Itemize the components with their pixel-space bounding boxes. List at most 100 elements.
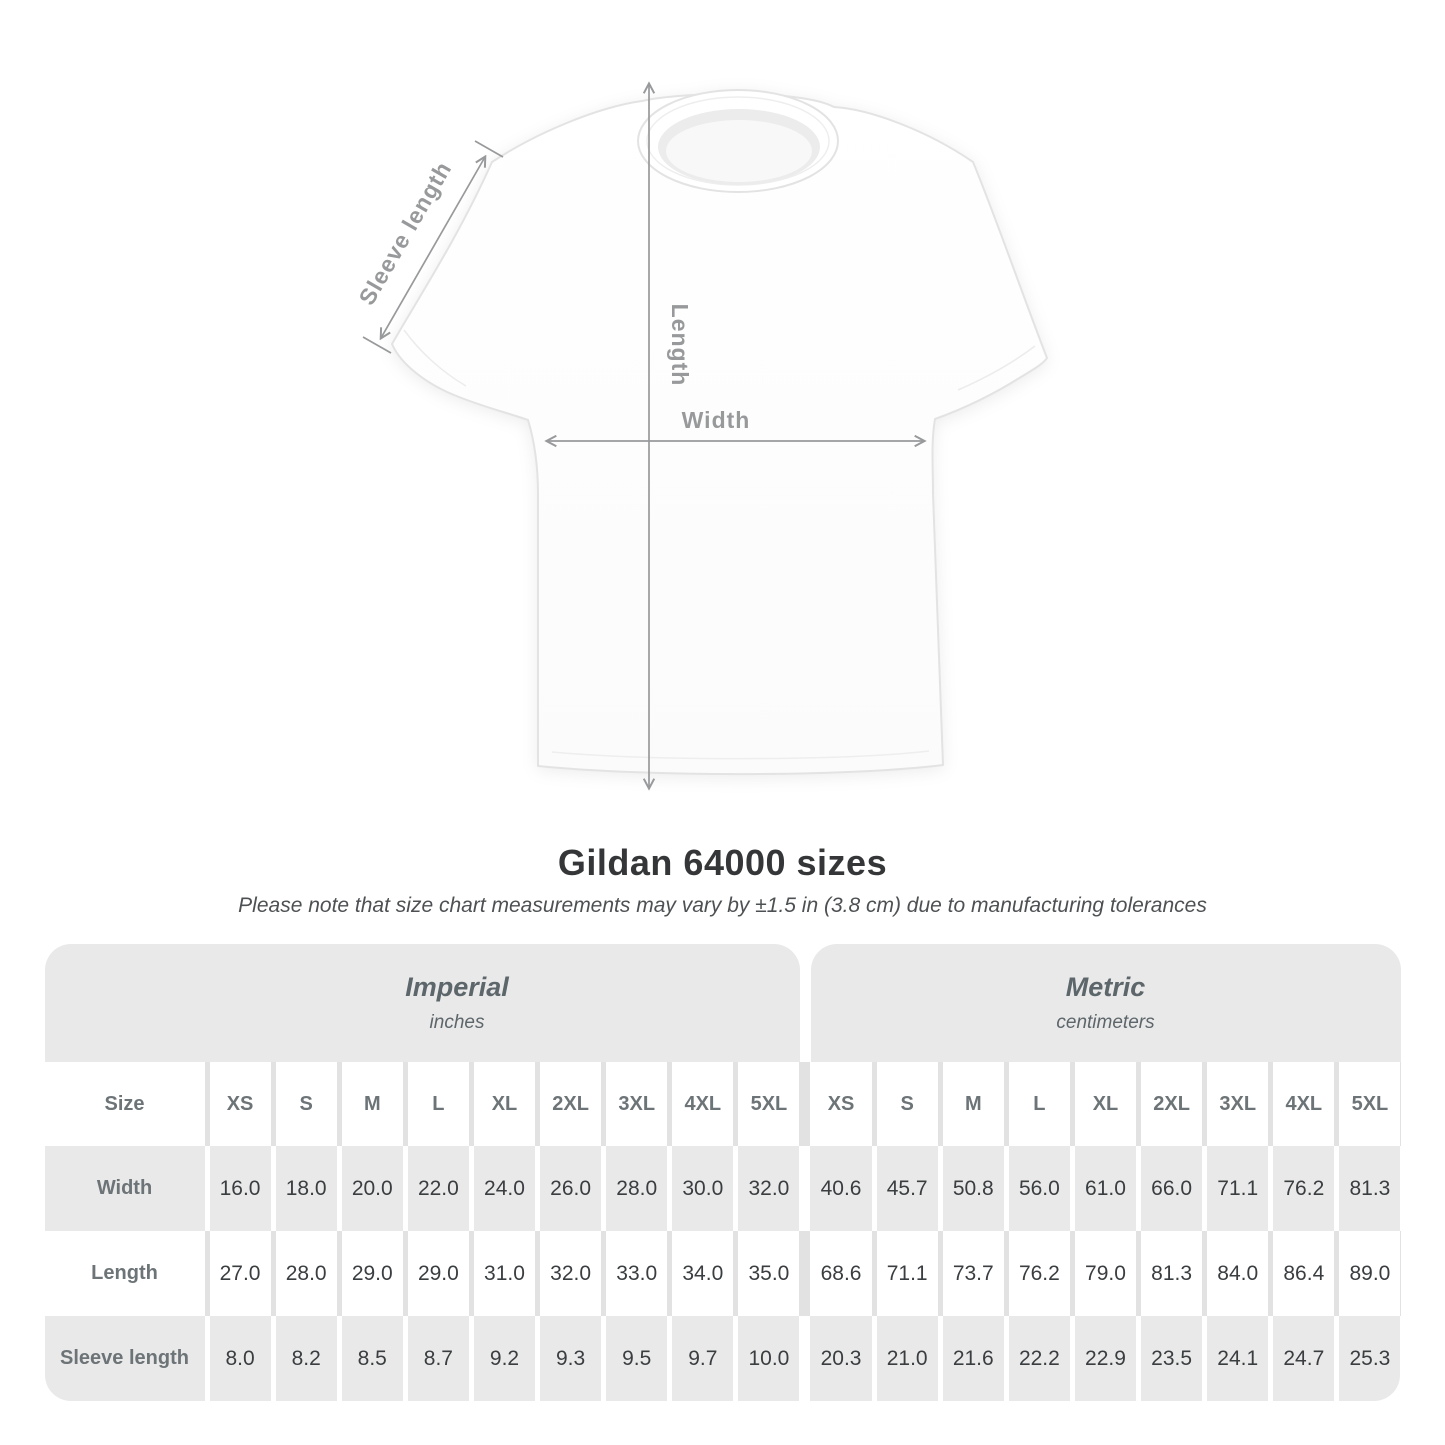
measurement-arrows [362,84,924,788]
value-cell: 9.5 [606,1316,668,1401]
size-col-header: 5XL [1339,1062,1401,1146]
value-cell: 8.2 [275,1316,337,1401]
size-col-header: XL [1074,1062,1137,1146]
value-cell: 9.3 [540,1316,602,1401]
value-cell: 28.0 [606,1146,668,1231]
sleeve-tick-bottom [362,336,392,354]
size-col-header: S [876,1062,938,1146]
unit-band-row: Imperial inches Metric centimeters [44,944,1401,1062]
value-cell: 40.6 [810,1146,872,1231]
size-col-header: L [1008,1062,1070,1146]
value-cell: 21.0 [876,1316,938,1401]
value-cell: 9.2 [473,1316,536,1401]
value-cell: 81.3 [1339,1146,1401,1231]
group-divider [804,1062,805,1146]
size-col-header: XS [209,1062,271,1146]
value-cell: 32.0 [540,1231,602,1316]
value-cell: 31.0 [473,1231,536,1316]
value-cell: 9.7 [672,1316,734,1401]
imperial-band-unit: inches [429,1012,485,1033]
value-cell: 73.7 [942,1231,1004,1316]
size-col-header: 3XL [606,1062,668,1146]
value-cell: 29.0 [407,1231,469,1316]
group-divider [804,1231,805,1316]
value-cell: 24.0 [473,1146,536,1231]
size-table: Imperial inches Metric centimeters Size X… [44,944,1401,1401]
metric-band: Metric centimeters [810,944,1401,1062]
width-label: Width [682,407,751,433]
value-cell: 26.0 [540,1146,602,1231]
value-cell: 76.2 [1008,1231,1070,1316]
value-cell: 27.0 [209,1231,271,1316]
size-col-header: 2XL [540,1062,602,1146]
value-cell: 22.2 [1008,1316,1070,1401]
size-col-header: M [341,1062,403,1146]
value-cell: 76.2 [1273,1146,1335,1231]
size-col-header: 2XL [1141,1062,1203,1146]
row-label: Length [44,1231,205,1316]
page-title: Gildan 64000 sizes [557,842,888,883]
size-col-header: S [275,1062,337,1146]
value-cell: 20.0 [341,1146,403,1231]
size-col-header: 4XL [1273,1062,1335,1146]
value-cell: 24.7 [1273,1316,1335,1401]
tshirt-silhouette [391,89,1048,776]
row-label: Sleeve length [44,1316,205,1401]
collar-inside [666,120,812,182]
value-cell: 45.7 [876,1146,938,1231]
size-col-header: 5XL [738,1062,800,1146]
metric-band-title: Metric [1065,972,1146,1002]
tshirt-measurement-diagram: Sleeve length Length Width [353,0,1048,812]
value-cell: 71.1 [1207,1146,1269,1231]
sleeve-tick-top [474,140,504,158]
size-header-row: Size XS S M L XL 2XL 3XL 4XL 5XL XS S M L XL 2XL 3XL 4XL 5… [44,1062,1401,1146]
size-column-label: Size [44,1062,205,1146]
length-label: Length [667,304,693,387]
value-cell: 68.6 [810,1231,872,1316]
value-cell: 20.3 [810,1316,872,1401]
value-cell: 28.0 [275,1231,337,1316]
value-cell: 79.0 [1074,1231,1137,1316]
value-cell: 71.1 [876,1231,938,1316]
group-divider [804,1316,805,1401]
value-cell: 29.0 [341,1231,403,1316]
table-row: Sleeve length 8.0 8.2 8.5 8.7 9.2 9.3 9.5 9.7 10.… [44,1316,1401,1401]
value-cell: 25.3 [1339,1316,1401,1401]
value-cell: 10.0 [738,1316,800,1401]
value-cell: 32.0 [738,1146,800,1231]
value-cell: 35.0 [738,1231,800,1316]
tshirt-image: Sleeve length Length Width [353,0,1048,812]
value-cell: 50.8 [942,1146,1004,1231]
value-cell: 22.9 [1074,1316,1137,1401]
row-label: Width [44,1146,205,1231]
size-col-header: 3XL [1207,1062,1269,1146]
value-cell: 89.0 [1339,1231,1401,1316]
value-cell: 8.7 [407,1316,469,1401]
value-cell: 16.0 [209,1146,271,1231]
size-table-rows: Size XS S M L XL 2XL 3XL 4XL 5XL XS S M L XL 2XL 3XL 4XL 5… [44,1062,1401,1401]
size-col-header: XL [473,1062,536,1146]
value-cell: 8.0 [209,1316,271,1401]
hem-stitch [551,750,930,760]
size-col-header: XS [810,1062,872,1146]
value-cell: 18.0 [275,1146,337,1231]
imperial-band: Imperial inches [44,944,800,1062]
table-row: Width 16.0 18.0 20.0 22.0 24.0 26.0 28.0 30.0 32.… [44,1146,1401,1231]
value-cell: 30.0 [672,1146,734,1231]
group-divider [804,1146,805,1231]
value-cell: 86.4 [1273,1231,1335,1316]
value-cell: 23.5 [1141,1316,1203,1401]
table-row: Length 27.0 28.0 29.0 29.0 31.0 32.0 33.0 34.0 35… [44,1231,1401,1316]
value-cell: 34.0 [672,1231,734,1316]
size-col-header: M [942,1062,1004,1146]
imperial-band-title: Imperial [405,972,509,1002]
value-cell: 21.6 [942,1316,1004,1401]
value-cell: 33.0 [606,1231,668,1316]
value-cell: 84.0 [1207,1231,1269,1316]
tolerance-note: Please note that size chart measurements… [238,894,1207,917]
size-col-header: L [407,1062,469,1146]
value-cell: 8.5 [341,1316,403,1401]
value-cell: 24.1 [1207,1316,1269,1401]
value-cell: 81.3 [1141,1231,1203,1316]
right-cuff-seam [957,345,1036,391]
